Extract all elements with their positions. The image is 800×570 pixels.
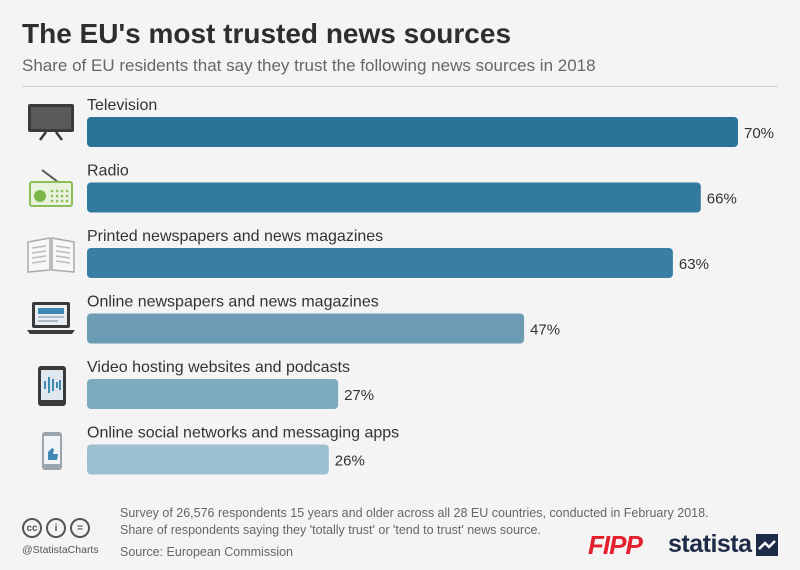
- bar[interactable]: [87, 379, 339, 409]
- survey-note: Survey of 26,576 respondents 15 years an…: [120, 506, 709, 520]
- cc-icon: cc: [22, 518, 42, 538]
- chart-title: The EU's most trusted news sources: [22, 18, 512, 49]
- no-derivatives-icon: =: [70, 518, 90, 538]
- statista-logo[interactable]: statista: [668, 530, 752, 558]
- smartphone-like-icon: [42, 432, 62, 470]
- source-note: Source: European Commission: [120, 545, 293, 559]
- fipp-logo[interactable]: FIPP: [588, 530, 643, 560]
- header-divider: [22, 86, 778, 87]
- bar-chart: Television 70% Radio 66% Printed newspapers …: [87, 97, 774, 475]
- category-label: Radio: [87, 163, 129, 180]
- value-label: 26%: [335, 453, 365, 470]
- category-label: Television: [87, 97, 157, 114]
- bar[interactable]: [87, 248, 673, 278]
- television-icon: [28, 104, 74, 141]
- attribution-icon: i: [46, 518, 66, 538]
- tablet-video-icon: [38, 366, 66, 406]
- statista-mark-icon: [756, 534, 778, 556]
- bar[interactable]: [87, 117, 738, 147]
- radio-icon: [29, 169, 73, 207]
- category-label: Online social networks and messaging app…: [87, 425, 399, 442]
- chart-subtitle: Share of EU residents that say they trus…: [22, 56, 596, 75]
- newspaper-icon: [27, 237, 75, 273]
- category-label: Video hosting websites and podcasts: [87, 359, 350, 376]
- bar[interactable]: [87, 313, 525, 344]
- laptop-news-icon: [27, 302, 75, 334]
- category-label: Printed newspapers and news magazines: [87, 228, 383, 245]
- creative-commons-badges: cc i =: [22, 518, 90, 538]
- value-label: 66%: [707, 191, 737, 208]
- value-label: 47%: [530, 322, 560, 339]
- bar[interactable]: [87, 182, 701, 213]
- category-label: Online newspapers and news magazines: [87, 294, 379, 311]
- statista-handle: @StatistaCharts: [22, 544, 99, 556]
- value-label: 27%: [344, 387, 374, 404]
- value-label: 63%: [679, 256, 709, 273]
- trust-definition-note: Share of respondents saying they 'totall…: [120, 523, 541, 537]
- bar[interactable]: [87, 444, 329, 475]
- value-label: 70%: [744, 125, 774, 142]
